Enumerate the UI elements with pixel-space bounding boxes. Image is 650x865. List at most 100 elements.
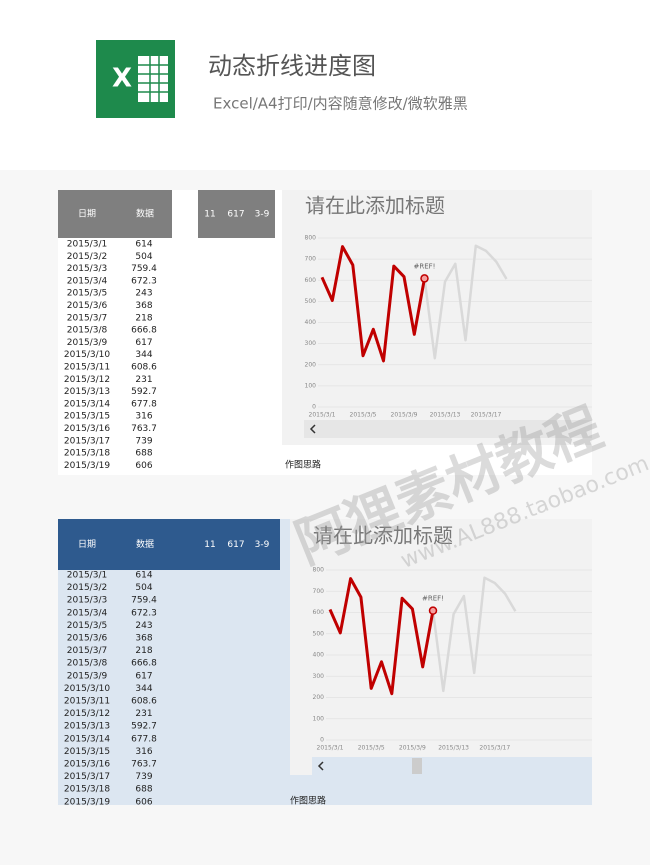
table-cell: 688 (135, 449, 152, 459)
summary-header (198, 190, 275, 238)
y-tick-label: 400 (313, 652, 325, 659)
scroll-left-button (309, 424, 316, 434)
table-cell: 2015/3/9 (67, 671, 108, 681)
end-marker (428, 606, 438, 615)
table-header (58, 190, 172, 238)
series-line (328, 577, 435, 696)
chart-title: 请在此添加标题 (313, 524, 453, 548)
table-cell: 608.6 (131, 697, 157, 707)
table-cell: 231 (135, 375, 152, 385)
y-tick-label: 200 (313, 694, 325, 701)
table-cell: 2015/3/11 (64, 363, 110, 373)
x-tick-label: 2015/3/5 (358, 745, 385, 752)
table-cell: 672.3 (131, 276, 157, 286)
x-tick-label: 2015/3/5 (350, 412, 377, 419)
table-cell: 316 (135, 412, 152, 422)
chart-bg (290, 519, 592, 775)
table-cell: 666.8 (131, 659, 157, 669)
table-cell: 2015/3/8 (67, 326, 108, 336)
x-tick-label: 2015/3/17 (471, 412, 502, 419)
table-cell: 316 (135, 747, 152, 757)
table-cell: 2015/3/7 (67, 313, 107, 323)
y-tick-label: 400 (305, 319, 317, 326)
y-tick-label: 700 (305, 256, 317, 263)
table-cell: 368 (135, 301, 152, 311)
y-tick-label: 600 (313, 609, 325, 616)
table-cell: 608.6 (131, 363, 157, 373)
table-cell: 763.7 (131, 424, 157, 434)
table-cell: 2015/3/6 (67, 634, 108, 644)
table-cell: 2015/3/13 (64, 722, 110, 732)
table-cell: 739 (135, 436, 152, 446)
table-cell: 617 (135, 671, 152, 681)
table-cell: 2015/3/8 (67, 659, 108, 669)
scrollbar (312, 757, 592, 775)
table-cell: 2015/3/11 (64, 697, 110, 707)
table-cell: 2015/3/4 (67, 608, 108, 618)
table-cell: 504 (135, 252, 152, 262)
x-tick-label: 2015/3/13 (438, 745, 469, 752)
table-cell: 2015/3/5 (67, 289, 107, 299)
column-header: 日期 (78, 539, 96, 550)
table-cell: 759.4 (131, 264, 157, 274)
table-cell: 344 (135, 350, 152, 360)
y-tick-label: 800 (305, 235, 317, 242)
note: 作图思路 (290, 795, 326, 807)
table-cell: 688 (135, 785, 152, 795)
table-cell: 606 (135, 461, 152, 471)
table-cell: 2015/3/10 (64, 350, 110, 360)
table-cell: 2015/3/17 (64, 772, 110, 782)
column-header: 数据 (136, 208, 154, 220)
summary-cell: 11 (204, 210, 215, 220)
table-cell: 2015/3/3 (67, 596, 107, 606)
table-cell: 739 (135, 772, 152, 782)
table-header (58, 519, 280, 570)
table-cell: 2015/3/16 (64, 760, 110, 770)
table-cell: 368 (135, 634, 152, 644)
column-header: 数据 (136, 538, 154, 550)
table-cell: 2015/3/12 (64, 709, 110, 719)
annotation: #REF! (422, 595, 444, 603)
table-cell: 2015/3/2 (67, 252, 107, 262)
y-tick-label: 0 (320, 737, 324, 744)
table-cell: 2015/3/10 (64, 684, 110, 694)
column-header: 日期 (78, 209, 96, 220)
excel-icon: X (96, 40, 175, 118)
table-cell: 666.8 (131, 326, 157, 336)
scroll-left-button (317, 761, 324, 771)
x-tick-label: 2015/3/1 (309, 412, 336, 419)
table-cell: 672.3 (131, 608, 157, 618)
table-cell: 2015/3/17 (64, 436, 110, 446)
table-cell: 677.8 (131, 734, 157, 744)
summary-cell: 3-9 (255, 210, 270, 220)
table-cell: 2015/3/18 (64, 449, 110, 459)
title: 动态折线进度图 (208, 52, 376, 80)
table-cell: 2015/3/6 (67, 301, 108, 311)
table-cell: 2015/3/1 (67, 240, 107, 250)
table-cell: 218 (135, 646, 152, 656)
table-cell: 2015/3/18 (64, 785, 110, 795)
table-cell: 614 (135, 571, 152, 581)
table-cell: 2015/3/9 (67, 338, 108, 348)
y-tick-label: 300 (313, 673, 325, 680)
table-cell: 2015/3/13 (64, 387, 110, 397)
svg-text:X: X (112, 64, 132, 94)
series-line (320, 245, 426, 363)
x-tick-label: 2015/3/1 (317, 745, 344, 752)
annotation: #REF! (414, 262, 436, 270)
table-cell: 2015/3/19 (64, 797, 110, 807)
chart-title: 请在此添加标题 (305, 194, 445, 218)
table-cell: 614 (135, 240, 152, 250)
table-cell: 218 (135, 313, 152, 323)
table-cell: 2015/3/7 (67, 646, 107, 656)
table-cell: 2015/3/14 (64, 734, 110, 744)
x-tick-label: 2015/3/9 (391, 412, 418, 419)
table-cell: 2015/3/3 (67, 264, 107, 274)
subtitle: Excel/A4打印/内容随意修改/微软雅黑 (213, 95, 468, 113)
y-tick-label: 500 (313, 630, 325, 637)
table-cell: 243 (135, 289, 152, 299)
table-cell: 763.7 (131, 760, 157, 770)
y-tick-label: 100 (305, 382, 317, 389)
panel-blue: 日期 数据 11 617 3-9 2015/3/1 614 2015/3/2 504 2015/3… (58, 519, 592, 807)
